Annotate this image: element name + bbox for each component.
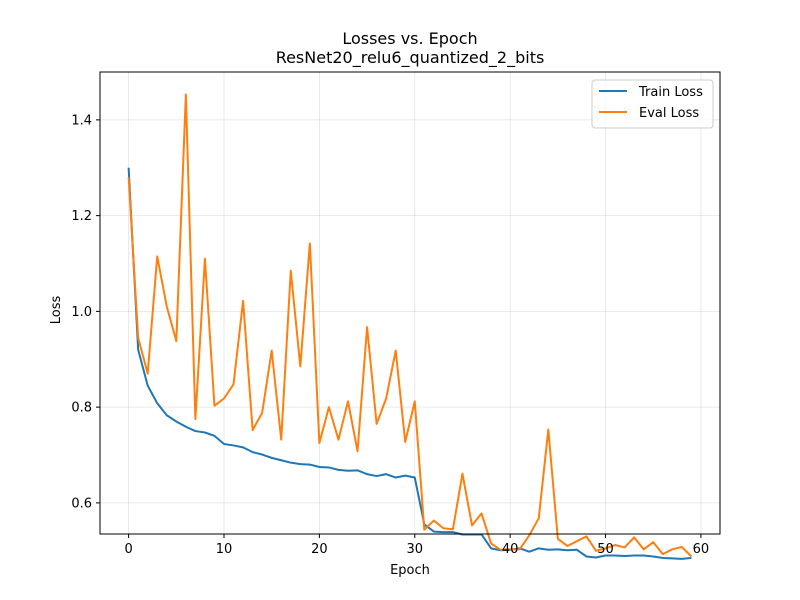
x-tick-label: 20	[311, 542, 328, 557]
y-tick-label: 1.0	[71, 305, 92, 320]
y-tick-label: 1.4	[71, 113, 92, 128]
axis-ticks: 0 10 20 30 40 50 60 0.6 0.8 1.0 1.2 1.4	[71, 113, 709, 557]
x-tick-label: 50	[597, 542, 614, 557]
y-tick-label: 0.6	[71, 496, 92, 511]
y-axis-label: Loss	[49, 296, 64, 325]
series-line-eval-loss	[127, 93, 693, 558]
legend-label-train-loss: Train Loss	[638, 85, 703, 100]
grid-lines	[100, 72, 720, 534]
legend-label-eval-loss: Eval Loss	[639, 106, 699, 121]
x-axis-label: Epoch	[390, 563, 430, 578]
axes-frame	[99, 71, 721, 535]
series-line-train-loss	[127, 167, 692, 560]
x-tick-label: 60	[693, 542, 710, 557]
x-tick-label: 40	[502, 542, 519, 557]
x-tick-label: 30	[406, 542, 423, 557]
chart-subtitle: ResNet20_relu6_quantized_2_bits	[276, 48, 545, 68]
series-layer	[127, 93, 693, 560]
x-tick-label: 0	[124, 542, 132, 557]
legend: Train Loss Eval Loss	[591, 79, 714, 129]
x-tick-label: 10	[216, 542, 233, 557]
chart-title: Losses vs. Epoch	[342, 29, 477, 48]
y-tick-label: 0.8	[71, 401, 92, 416]
y-tick-label: 1.2	[71, 209, 92, 224]
